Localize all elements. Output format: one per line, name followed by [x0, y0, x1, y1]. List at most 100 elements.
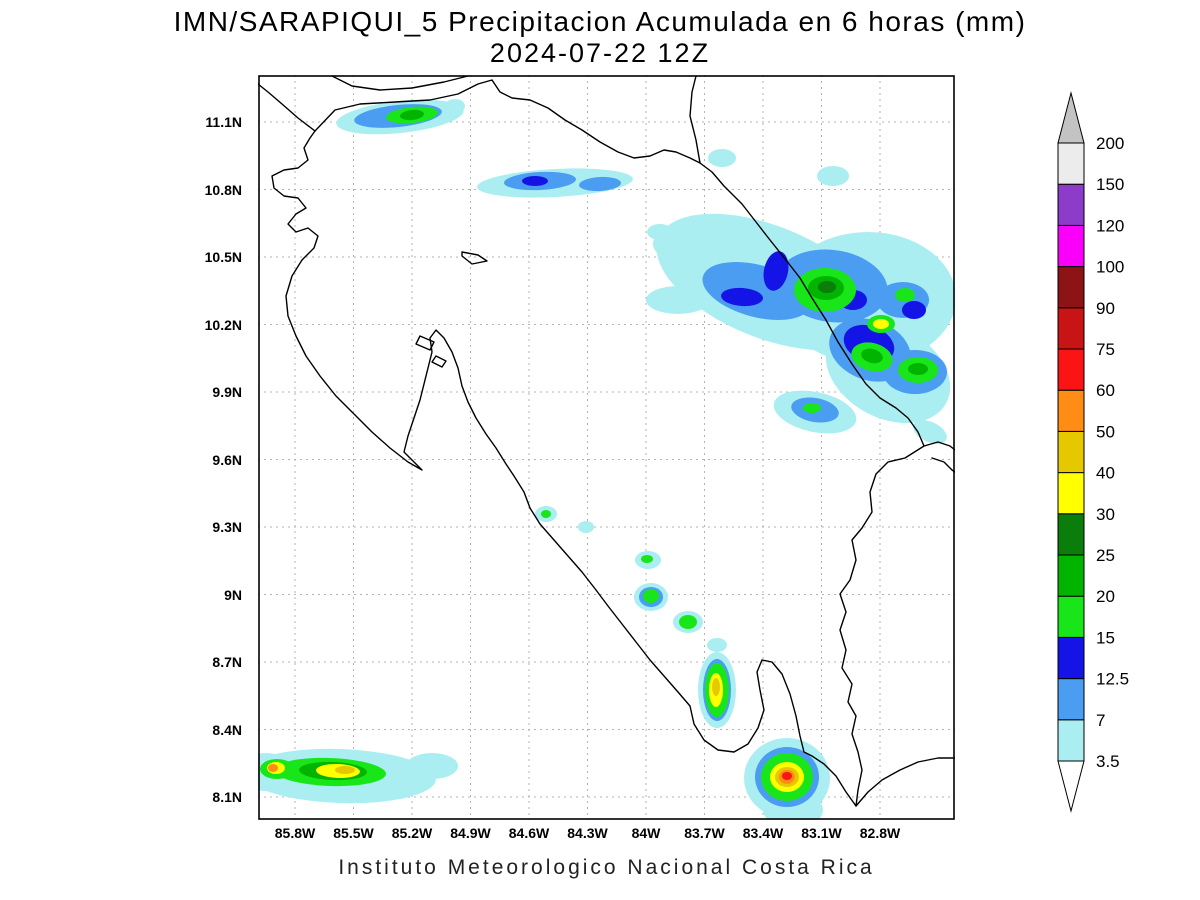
precip-cell: [913, 420, 947, 444]
colorbar-tick-label: 200: [1096, 134, 1124, 153]
lat-axis: 11.1N 10.8N 10.5N 10.2N 9.9N 9.6N 9.3N 9N 8.7N 8.…: [168, 75, 248, 820]
precip-cell: [818, 281, 836, 293]
lat-tick-label: 10.5N: [204, 249, 242, 265]
colorbar-segment: [1057, 348, 1085, 391]
colorbar-tick-label: 150: [1096, 175, 1124, 194]
precip-cell: [406, 753, 458, 779]
colorbar-segment: [1057, 678, 1085, 721]
precip-cell: [908, 363, 928, 375]
lon-tick-label: 83.7W: [684, 825, 725, 841]
precipitation-blobs: [258, 99, 955, 820]
colorbar-segment: [1057, 224, 1085, 268]
lat-tick-label: 8.4N: [212, 721, 242, 738]
colorbar-segment: [1057, 430, 1085, 474]
lat-tick-label: 9.3N: [212, 519, 242, 535]
precip-cell: [445, 99, 465, 113]
colorbar-below-arrow: [1057, 760, 1085, 813]
precip-cell: [578, 521, 594, 533]
lat-tick-label: 9.6N: [212, 451, 242, 468]
precip-cell: [895, 288, 915, 302]
precip-cell: [707, 638, 727, 652]
precip-cell: [721, 287, 763, 307]
colorbar-tick-label: 3.5: [1096, 752, 1120, 771]
precip-cell: [541, 510, 551, 518]
lon-tick-label: 85.5W: [333, 825, 374, 841]
precip-cell: [782, 772, 792, 780]
colorbar-tick-label: 100: [1096, 258, 1124, 277]
nicaragua-pacific-coast: [258, 83, 316, 132]
lon-tick-label: 85.2W: [391, 825, 433, 841]
colorbar-tick-label: 12.5: [1096, 670, 1129, 689]
colorbar-tick-label: 90: [1096, 299, 1115, 318]
precip-cell: [646, 286, 710, 314]
gulf-islands: [415, 335, 447, 368]
colorbar-tick-label: 75: [1096, 340, 1115, 359]
colorbar-tick-label: 50: [1096, 422, 1115, 441]
lon-tick-label: 84.3W: [567, 825, 608, 841]
lat-tick-label: 9N: [224, 586, 242, 603]
colorbar-segment: [1057, 183, 1085, 226]
lat-tick-label: 8.7N: [212, 654, 242, 670]
precip-cell: [579, 176, 621, 192]
lon-tick-label: 84W: [631, 825, 661, 841]
costa-rica-outline: [271, 79, 925, 807]
precip-cell: [708, 149, 736, 167]
colorbar-tick-label: 60: [1096, 381, 1115, 400]
precip-cell: [861, 348, 883, 364]
precip-cell: [902, 301, 926, 319]
coastlines: [258, 75, 955, 807]
page-subtitle: 2024-07-22 12Z: [489, 38, 711, 68]
colorbar-tick-label: 30: [1096, 505, 1115, 524]
precip-cell: [400, 109, 424, 121]
lat-tick-label: 8.1N: [212, 789, 242, 805]
colorbar-segment: [1057, 142, 1085, 185]
lon-tick-label: 83.4W: [742, 825, 784, 841]
nicaragua-caribbean-coast: [689, 75, 701, 164]
colorbar-tick-label: 40: [1096, 464, 1115, 483]
colorbar-segment: [1057, 636, 1085, 680]
precip-cell: [763, 251, 789, 291]
panama-caribbean-coast: [923, 441, 955, 473]
lon-axis: 85.8W 85.5W 85.2W 84.9W 84.6W 84.3W 84W 83.7W 83…: [258, 823, 955, 847]
map-canvas: [258, 75, 955, 820]
precip-cell: [679, 615, 697, 629]
precip-cell: [817, 166, 849, 186]
colorbar: 3.5 7 12.5 15 20 25 30 40 50 60 75 90 100 120 150 200: [1057, 91, 1129, 813]
lat-tick-label: 9.9N: [212, 384, 242, 400]
panama-pacific-coast: [855, 757, 955, 807]
lon-tick-label: 83.1W: [801, 825, 842, 841]
precip-cell: [641, 555, 653, 563]
precip-cell: [873, 319, 889, 329]
colorbar-tick-label: 25: [1096, 546, 1115, 565]
colorbar-tick-label: 20: [1096, 587, 1115, 606]
lat-tick-label: 10.8N: [204, 181, 242, 198]
colorbar-segment: [1057, 719, 1085, 762]
footer-text: Instituto Meteorologico Nacional Costa R…: [338, 856, 875, 879]
precip-cell: [268, 764, 278, 772]
colorbar-segment: [1057, 595, 1085, 638]
lon-tick-label: 84.6W: [508, 825, 550, 841]
colorbar-segment: [1057, 472, 1085, 515]
map-frame: [258, 75, 955, 820]
colorbar-segment: [1057, 554, 1085, 597]
colorbar-tick-label: 120: [1096, 216, 1124, 235]
precip-cell: [335, 766, 355, 774]
colorbar-segment: [1057, 266, 1085, 309]
colorbar-segment: [1057, 389, 1085, 432]
colorbar-segment: [1057, 513, 1085, 556]
colorbar-tick-label: 7: [1096, 711, 1105, 730]
precip-cell: [803, 403, 821, 413]
colorbar-tick-label: 15: [1096, 628, 1115, 647]
colorbar-segment: [1057, 307, 1085, 350]
lake-nicaragua-shore: [331, 75, 469, 91]
colorbar-above-arrow: [1057, 91, 1085, 144]
precip-cell: [522, 176, 548, 186]
precip-cell: [643, 589, 659, 603]
page-title: IMN/SARAPIQUI_5 Precipitacion Acumulada …: [173, 6, 1027, 37]
lon-tick-label: 84.9W: [450, 825, 491, 841]
lake-arenal: [461, 251, 488, 265]
lon-tick-label: 82.8W: [859, 825, 901, 841]
lon-tick-label: 85.8W: [274, 825, 316, 841]
lat-tick-label: 11.1N: [205, 114, 242, 130]
